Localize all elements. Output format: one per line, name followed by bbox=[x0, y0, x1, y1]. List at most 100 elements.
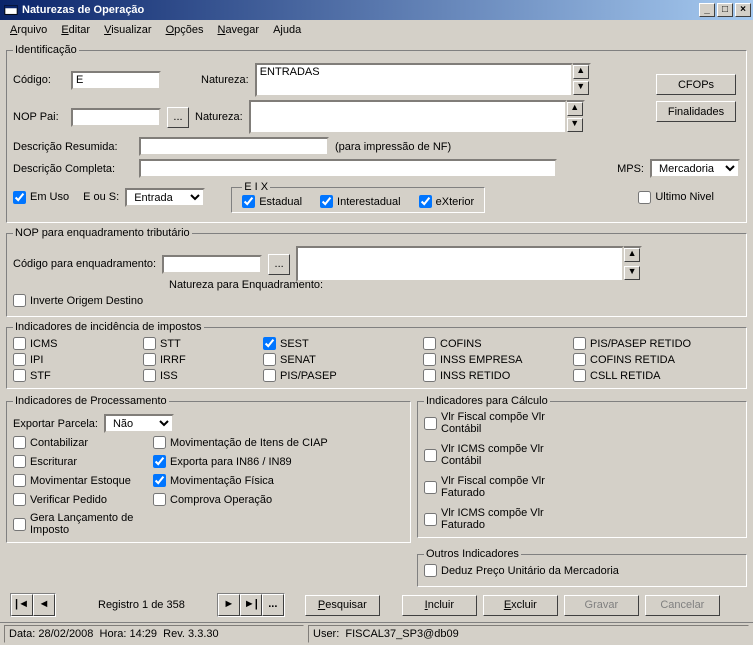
nop-pai-input[interactable] bbox=[71, 108, 161, 127]
icms-checkbox[interactable] bbox=[13, 337, 26, 350]
legend-calculo: Indicadores para Cálculo bbox=[424, 395, 550, 407]
cofins-checkbox[interactable] bbox=[423, 337, 436, 350]
legend-incidencia: Indicadores de incidência de impostos bbox=[13, 321, 204, 333]
enq-codigo-input[interactable] bbox=[162, 255, 262, 274]
cofins-retida-label: COFINS RETIDA bbox=[590, 354, 675, 366]
exportar-parcela-select[interactable]: Não bbox=[104, 414, 174, 433]
irrf-label: IRRF bbox=[160, 354, 186, 366]
cofins-retida-checkbox[interactable] bbox=[573, 353, 586, 366]
vf-faturado-checkbox[interactable] bbox=[424, 481, 437, 494]
legend-eix: E I X bbox=[242, 181, 270, 193]
mov-fisica-checkbox[interactable] bbox=[153, 474, 166, 487]
senat-checkbox[interactable] bbox=[263, 353, 276, 366]
menu-visualizar[interactable]: Visualizar bbox=[98, 22, 158, 38]
nav-next-button[interactable]: ► bbox=[218, 594, 240, 616]
enq-natureza-textarea[interactable] bbox=[296, 246, 624, 282]
group-calculo: Indicadores para Cálculo Vlr Fiscal comp… bbox=[417, 395, 747, 538]
menu-editar[interactable]: Editar bbox=[55, 22, 96, 38]
em-uso-checkbox[interactable] bbox=[13, 191, 26, 204]
cfops-button[interactable]: CFOPs bbox=[656, 74, 736, 95]
verificar-pedido-checkbox[interactable] bbox=[13, 493, 26, 506]
inverte-origem-checkbox[interactable] bbox=[13, 294, 26, 307]
menu-opcoes[interactable]: Opções bbox=[160, 22, 210, 38]
sest-checkbox[interactable] bbox=[263, 337, 276, 350]
em-uso-label: Em Uso bbox=[30, 191, 69, 203]
legend-outros: Outros Indicadores bbox=[424, 548, 521, 560]
pispasep-checkbox[interactable] bbox=[263, 369, 276, 382]
natureza-textarea[interactable]: ENTRADAS bbox=[255, 63, 573, 97]
codigo-input[interactable] bbox=[71, 71, 161, 90]
comprova-label: Comprova Operação bbox=[170, 494, 272, 506]
ultimo-nivel-checkbox[interactable] bbox=[638, 191, 651, 204]
comprova-checkbox[interactable] bbox=[153, 493, 166, 506]
nav-first-button[interactable]: |◄ bbox=[11, 594, 33, 616]
irrf-checkbox[interactable] bbox=[143, 353, 156, 366]
inss-empresa-checkbox[interactable] bbox=[423, 353, 436, 366]
excluir-button[interactable]: Excluir bbox=[483, 595, 558, 616]
deduz-checkbox[interactable] bbox=[424, 564, 437, 577]
status-user-value: FISCAL37_SP3@db09 bbox=[345, 628, 458, 640]
titlebar: Naturezas de Operação _ □ × bbox=[0, 0, 753, 20]
scroll-down-icon[interactable]: ▼ bbox=[624, 266, 640, 280]
desc-resumida-input[interactable] bbox=[139, 137, 329, 156]
interestadual-checkbox[interactable] bbox=[320, 195, 333, 208]
nav-last-button[interactable]: ►| bbox=[240, 594, 262, 616]
stf-checkbox[interactable] bbox=[13, 369, 26, 382]
cancelar-button[interactable]: Cancelar bbox=[645, 595, 720, 616]
gravar-button[interactable]: Gravar bbox=[564, 595, 639, 616]
vf-contabil-checkbox[interactable] bbox=[424, 417, 437, 430]
minimize-button[interactable]: _ bbox=[699, 3, 715, 17]
maximize-button[interactable]: □ bbox=[717, 3, 733, 17]
scroll-down-icon[interactable]: ▼ bbox=[573, 81, 589, 95]
incluir-button[interactable]: Incluir bbox=[402, 595, 477, 616]
scroll-up-icon[interactable]: ▲ bbox=[624, 248, 640, 262]
menu-arquivo[interactable]: Arquivo bbox=[4, 22, 53, 38]
status-datetime: Data: 28/02/2008 Hora: 14:29 Rev. 3.3.30 bbox=[4, 625, 304, 643]
mps-select[interactable]: Mercadoria bbox=[650, 159, 740, 178]
iss-label: ISS bbox=[160, 370, 178, 382]
eous-label: E ou S: bbox=[83, 191, 119, 203]
mov-ciap-checkbox[interactable] bbox=[153, 436, 166, 449]
exterior-checkbox[interactable] bbox=[419, 195, 432, 208]
desc-completa-input[interactable] bbox=[139, 159, 557, 178]
stt-checkbox[interactable] bbox=[143, 337, 156, 350]
gera-lancamento-checkbox[interactable] bbox=[13, 518, 26, 531]
escriturar-checkbox[interactable] bbox=[13, 455, 26, 468]
csll-retida-checkbox[interactable] bbox=[573, 369, 586, 382]
status-hora-label: Hora: bbox=[100, 628, 127, 640]
finalidades-button[interactable]: Finalidades bbox=[656, 101, 736, 122]
pesquisar-button[interactable]: Pesquisar bbox=[305, 595, 380, 616]
nav-more-button[interactable]: ... bbox=[262, 594, 284, 616]
group-identificacao: Identificação CFOPs Finalidades Código: … bbox=[6, 44, 747, 223]
inss-retido-label: INSS RETIDO bbox=[440, 370, 510, 382]
natureza2-textarea[interactable] bbox=[249, 100, 567, 134]
nav-prev-button[interactable]: ◄ bbox=[33, 594, 55, 616]
scroll-down-icon[interactable]: ▼ bbox=[567, 118, 583, 132]
legend-processamento: Indicadores de Processamento bbox=[13, 395, 169, 407]
scroll-up-icon[interactable]: ▲ bbox=[567, 102, 583, 116]
pis-retido-checkbox[interactable] bbox=[573, 337, 586, 350]
stt-label: STT bbox=[160, 338, 181, 350]
desc-completa-label: Descrição Completa: bbox=[13, 163, 133, 175]
estadual-checkbox[interactable] bbox=[242, 195, 255, 208]
vicms-faturado-checkbox[interactable] bbox=[424, 513, 437, 526]
enq-codigo-lookup-button[interactable]: ... bbox=[268, 254, 290, 275]
exporta-in-checkbox[interactable] bbox=[153, 455, 166, 468]
close-button[interactable]: × bbox=[735, 3, 751, 17]
scroll-up-icon[interactable]: ▲ bbox=[573, 65, 589, 79]
exporta-in-label: Exporta para IN86 / IN89 bbox=[170, 456, 292, 468]
inss-retido-checkbox[interactable] bbox=[423, 369, 436, 382]
contabilizar-checkbox[interactable] bbox=[13, 436, 26, 449]
ipi-checkbox[interactable] bbox=[13, 353, 26, 366]
status-data-value: 28/02/2008 bbox=[38, 628, 93, 640]
iss-checkbox[interactable] bbox=[143, 369, 156, 382]
nop-pai-lookup-button[interactable]: ... bbox=[167, 107, 189, 128]
vicms-contabil-checkbox[interactable] bbox=[424, 449, 437, 462]
eous-select[interactable]: Entrada bbox=[125, 188, 205, 207]
status-rev-label: Rev. bbox=[163, 628, 185, 640]
menu-ajuda[interactable]: Ajuda bbox=[267, 22, 307, 38]
status-rev-value: 3.3.30 bbox=[188, 628, 219, 640]
statusbar: Data: 28/02/2008 Hora: 14:29 Rev. 3.3.30… bbox=[0, 622, 753, 645]
menu-navegar[interactable]: Navegar bbox=[211, 22, 265, 38]
mov-estoque-checkbox[interactable] bbox=[13, 474, 26, 487]
